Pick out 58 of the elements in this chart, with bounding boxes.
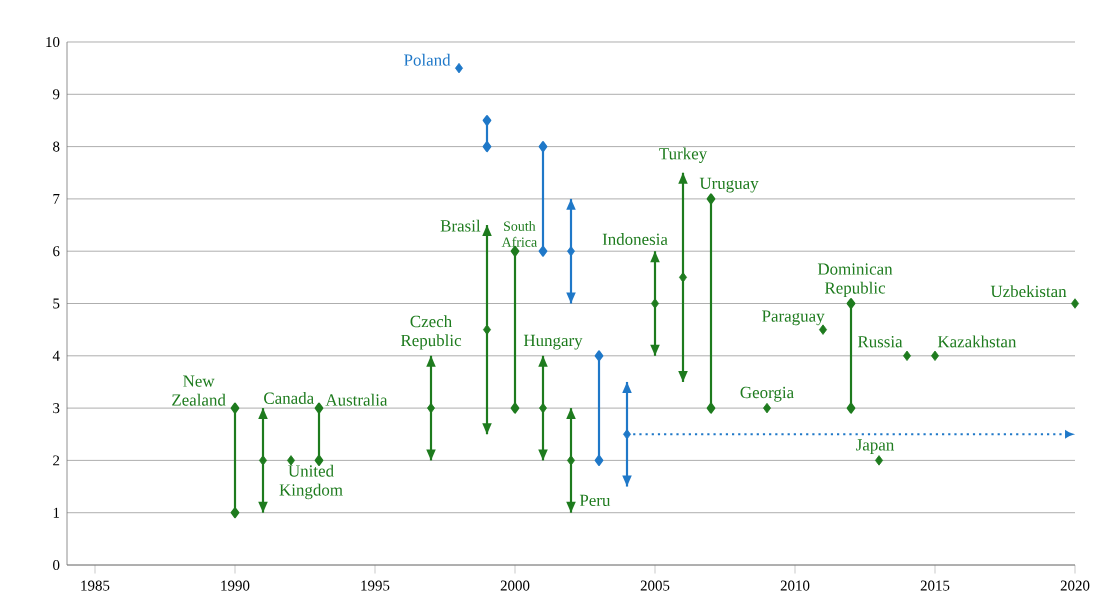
annotation: Peru	[579, 494, 611, 507]
x-tick-label: 2015	[920, 580, 950, 591]
annotation: Kazakhstan	[937, 335, 1017, 348]
annotation: Paraguay	[762, 310, 825, 326]
point	[931, 350, 939, 361]
point	[510, 402, 520, 414]
y-tick-label: 0	[53, 559, 60, 571]
annotation: Georgia	[740, 386, 794, 402]
y-tick-label: 1	[53, 507, 60, 518]
annotation: Poland	[404, 53, 451, 66]
point	[706, 193, 716, 205]
annotation: Turkey	[659, 147, 708, 163]
annotation: New Zealand	[172, 375, 226, 406]
y-tick-label: 2	[53, 455, 60, 466]
annotation: South Africa	[501, 221, 538, 247]
y-tick-label: 10	[46, 36, 60, 48]
y-tick-label: 6	[53, 246, 60, 257]
annotation: Russia	[857, 336, 903, 348]
point	[706, 402, 716, 414]
annotation: Australia	[325, 393, 388, 406]
y-tick-label: 8	[53, 141, 60, 152]
point	[538, 141, 548, 153]
point	[538, 245, 548, 257]
point	[846, 402, 856, 414]
annotation: Japan	[856, 439, 895, 454]
x-tick-label: 2010	[780, 580, 810, 591]
point	[482, 114, 492, 126]
annotation: Canada	[264, 391, 314, 404]
annotation: Dominican Republic	[817, 263, 893, 298]
annotation: Hungary	[523, 334, 583, 350]
x-tick-label: 1995	[361, 580, 390, 591]
y-tick-label: 5	[53, 298, 60, 309]
annotation: Indonesia	[602, 233, 668, 245]
point	[594, 350, 604, 362]
y-tick-label: 9	[52, 89, 60, 100]
x-tick-label: 1985	[81, 580, 110, 591]
annotation: Brasil	[440, 219, 481, 232]
point	[482, 141, 492, 153]
y-tick-label: 7	[53, 194, 60, 204]
annotation: Uzbekistan	[990, 285, 1067, 298]
point	[230, 402, 240, 414]
x-tick-label: 2000	[500, 580, 530, 591]
point	[846, 298, 856, 309]
x-tick-label: 1990	[221, 580, 250, 591]
annotation: Czech Republic	[400, 315, 462, 350]
point	[230, 507, 240, 519]
point	[594, 454, 604, 466]
x-tick-label: 2005	[640, 580, 670, 591]
point	[875, 455, 883, 466]
annotation: United Kingdom	[279, 464, 343, 500]
point	[1071, 298, 1079, 309]
x-tick-label: 2020	[1060, 580, 1090, 591]
y-tick-label: 4	[52, 350, 60, 361]
point	[314, 402, 324, 414]
point	[651, 298, 659, 309]
point	[903, 350, 911, 361]
annotation: Uruguay	[699, 177, 759, 193]
y-tick-label: 3	[53, 403, 60, 414]
